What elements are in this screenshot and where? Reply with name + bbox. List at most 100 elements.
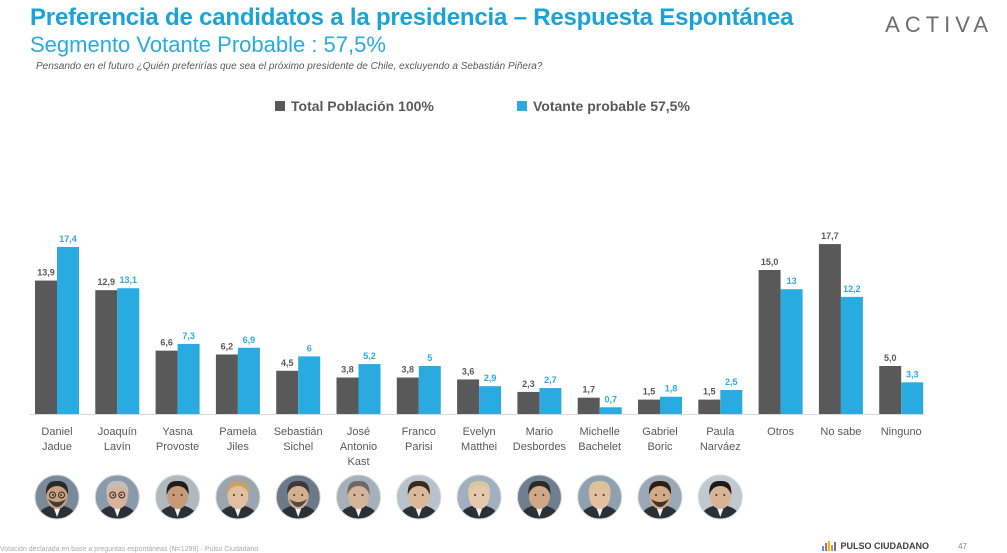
category-label: No sabe	[820, 426, 861, 438]
bar	[177, 343, 200, 414]
category-label: José	[347, 426, 370, 438]
data-label: 2,3	[522, 379, 535, 389]
bar	[698, 399, 721, 414]
data-label: 17,4	[59, 234, 77, 244]
candidate-photo-icon	[457, 475, 502, 519]
category-label: Joaquín	[98, 426, 137, 438]
category-label: Gabriel	[642, 426, 677, 438]
data-label: 3,8	[402, 365, 415, 375]
data-label: 13,9	[37, 268, 55, 278]
data-label: 6	[307, 343, 312, 353]
bar	[298, 356, 321, 414]
page-title: Preferencia de candidatos a la presidenc…	[30, 4, 794, 31]
bar	[577, 397, 600, 414]
bar	[879, 366, 902, 414]
footer-note: Votación declarada en base a preguntas e…	[0, 546, 259, 553]
candidate-photo-icon	[215, 475, 260, 519]
photo-ring	[275, 474, 321, 520]
category-label: Matthei	[461, 441, 497, 453]
bar	[758, 270, 781, 414]
legend-item-total: Total Población 100%	[275, 98, 434, 114]
footer-brand-label: PULSO CIUDADANO	[840, 541, 929, 551]
bar	[95, 290, 118, 414]
data-label: 15,0	[761, 257, 779, 267]
category-label: Antonio	[340, 441, 377, 453]
data-label: 1,5	[643, 387, 656, 397]
photo-ring	[697, 474, 743, 520]
bar	[237, 347, 260, 414]
photo-ring	[94, 474, 140, 520]
data-label: 1,8	[665, 384, 678, 394]
candidate-photo-icon	[155, 475, 200, 519]
bar	[479, 386, 502, 414]
photo-ring	[336, 474, 381, 520]
bar	[457, 379, 480, 414]
bar	[155, 350, 178, 414]
bar	[117, 288, 140, 414]
data-label: 13	[787, 276, 797, 286]
candidate-photo-icon	[698, 475, 743, 519]
candidate-photo-icon	[35, 475, 79, 519]
data-label: 5,0	[884, 353, 897, 363]
data-label: 3,6	[462, 366, 475, 376]
bar	[358, 364, 381, 414]
category-label: Michelle	[580, 426, 620, 438]
legend-swatch-total	[275, 101, 285, 111]
photo-ring	[34, 474, 80, 520]
data-label: 12,2	[843, 284, 861, 294]
bar	[35, 280, 57, 414]
bar	[780, 289, 803, 414]
data-label: 0,7	[604, 394, 617, 404]
category-label: Jiles	[227, 441, 250, 453]
data-label: 6,2	[221, 341, 234, 351]
candidate-photo-icon	[638, 475, 682, 519]
bar	[418, 366, 441, 414]
data-label: 4,5	[281, 358, 294, 368]
data-label: 1,5	[703, 387, 716, 397]
footer-brand: PULSO CIUDADANO	[822, 541, 929, 551]
bar	[336, 377, 359, 414]
category-label: Kast	[347, 456, 369, 468]
bar	[720, 390, 743, 414]
bar	[215, 354, 238, 414]
bar	[396, 377, 419, 414]
category-label: Paula	[706, 426, 735, 438]
category-label: Jadue	[42, 441, 72, 453]
data-label: 3,3	[906, 369, 919, 379]
category-label: Sichel	[283, 441, 313, 453]
data-label: 6,6	[160, 338, 173, 348]
candidate-photo-icon	[95, 475, 140, 519]
category-label: Narváez	[700, 441, 741, 453]
category-label: Lavín	[104, 441, 131, 453]
legend-item-probable: Votante probable 57,5%	[517, 98, 690, 114]
data-label: 12,9	[98, 277, 116, 287]
activa-logo: ACTIVA	[885, 12, 993, 37]
data-label: 7,3	[182, 331, 195, 341]
bar	[901, 382, 924, 414]
legend-label-probable: Votante probable 57,5%	[533, 98, 690, 114]
category-label: Bachelet	[578, 441, 621, 453]
bar	[276, 370, 299, 414]
bar	[539, 388, 562, 414]
survey-question: Pensando en el futuro ¿Quién preferirías…	[36, 61, 543, 72]
category-label: Mario	[526, 426, 554, 438]
bar	[57, 246, 79, 414]
photo-ring	[155, 474, 201, 520]
candidate-photo-icon	[517, 475, 562, 519]
category-label: Ninguno	[881, 426, 922, 438]
page-number: 47	[958, 542, 967, 551]
photo-ring	[637, 474, 683, 520]
data-label: 2,5	[725, 377, 738, 387]
legend-swatch-probable	[517, 101, 527, 111]
bar	[660, 396, 682, 414]
category-label: Parisi	[405, 441, 433, 453]
category-label: Daniel	[41, 426, 72, 438]
photo-ring	[516, 474, 562, 520]
category-label: Boric	[647, 441, 673, 453]
category-label: Evelyn	[463, 426, 496, 438]
category-label: Desbordes	[513, 441, 567, 453]
data-label: 2,7	[544, 375, 557, 385]
category-label: Yasna	[162, 426, 193, 438]
candidate-photo-icon	[336, 475, 381, 519]
data-label: 2,9	[484, 373, 497, 383]
